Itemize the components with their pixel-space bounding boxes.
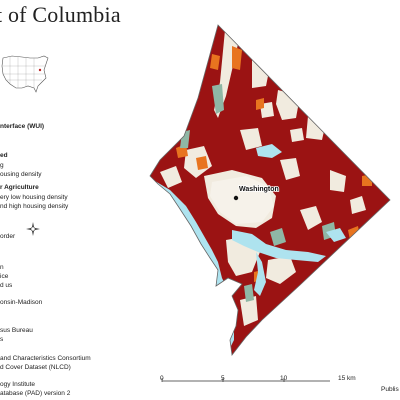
legend-agri-heading: r Agriculture [0, 184, 39, 191]
credit-line-9: ogy Institute [0, 381, 36, 388]
downtown-area [210, 176, 274, 224]
map-title: ct of Columbia [0, 2, 121, 27]
credit-line-8: d Cover Dataset (NLCD) [0, 364, 71, 371]
scale-tick-5: 5 [221, 375, 225, 382]
dc-location-marker [38, 68, 42, 72]
publisher-label: Publis [381, 386, 399, 393]
credit-line-5: sus Bureau [0, 327, 33, 334]
scale-tick-15: 15 km [338, 375, 356, 382]
scale-tick-0: 0 [160, 375, 164, 382]
legend-agri-item2: nd high housing density [0, 203, 69, 210]
legend-intermix-heading: ed [0, 152, 8, 159]
washington-label: Washington [239, 186, 279, 193]
credit-line-1: n [0, 264, 4, 271]
legend-intermix-item2: ousing density [0, 171, 42, 178]
legend-agri-item1: ery low housing density [0, 194, 68, 201]
credit-line-3: d us [0, 282, 13, 289]
credit-line-6: s [0, 336, 4, 343]
credit-line-2: ice [0, 273, 9, 280]
us-inset-map [1, 55, 49, 93]
washington-marker-icon [233, 195, 239, 201]
legend-intermix-item1: g [0, 162, 4, 169]
compass-rose-icon [26, 222, 40, 236]
scale-tick-10: 10 [280, 375, 288, 382]
dc-boundary [149, 24, 391, 356]
credit-line-10: atabase (PAD) version 2 [0, 390, 71, 397]
legend-wui-heading: nterface (WUI) [0, 123, 45, 130]
scale-bar [161, 378, 330, 382]
credit-line-7: and Characteristics Consortium [0, 355, 91, 362]
credit-line-4: onsin-Madison [0, 299, 43, 306]
legend-border: order [0, 233, 16, 240]
